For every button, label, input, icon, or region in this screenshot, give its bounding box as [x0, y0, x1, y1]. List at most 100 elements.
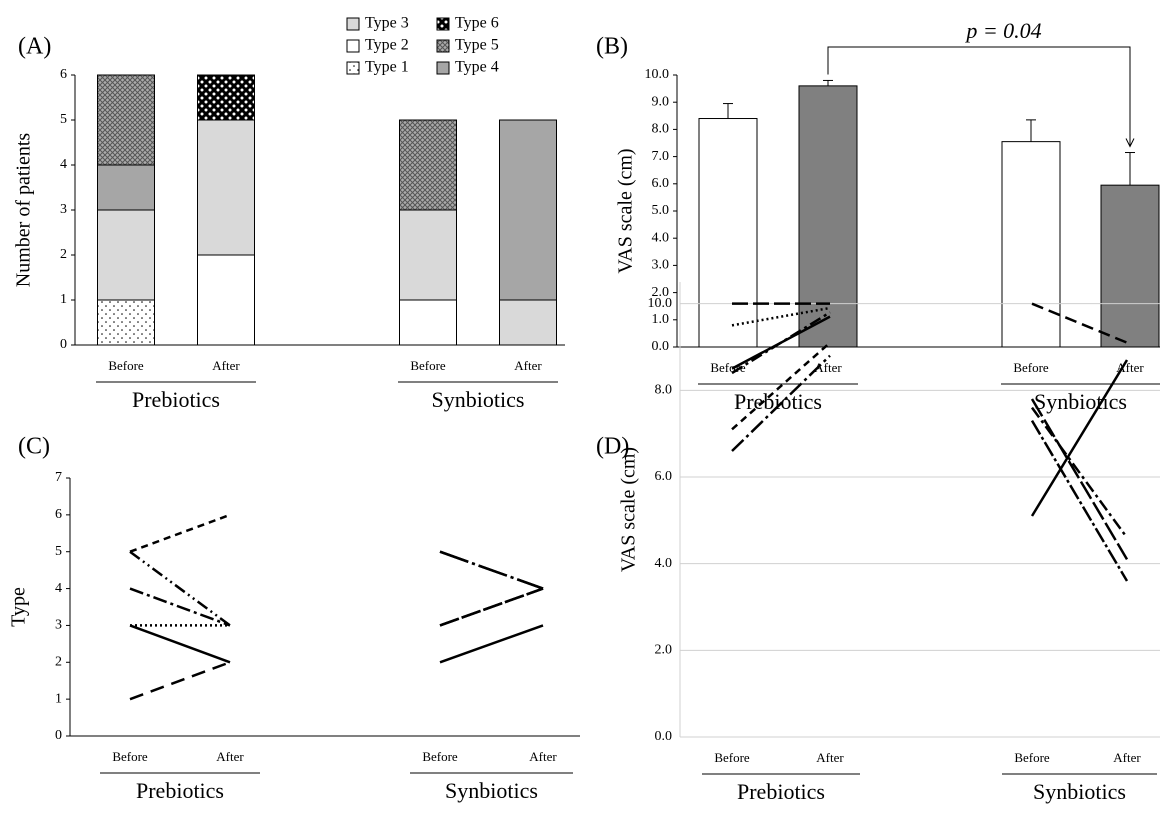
y-tick-label: 4	[55, 581, 62, 596]
bar-segment	[399, 119, 457, 211]
bracket-arrow	[1125, 138, 1135, 148]
patient-line	[731, 341, 831, 431]
y-tick-label: 1	[55, 691, 62, 706]
legend-label: Type 2	[365, 37, 409, 54]
y-tick-label: 8.0	[655, 383, 673, 398]
patient-line	[129, 513, 231, 553]
y-tick-label: 4.0	[652, 230, 670, 245]
y-tick-label: 6	[60, 67, 67, 82]
patient-line	[439, 587, 544, 627]
x-tick-label: After	[514, 358, 542, 373]
patient-line	[1030, 406, 1129, 539]
legend-swatch	[346, 61, 360, 75]
y-tick-label: 7	[55, 470, 62, 485]
x-tick-label: Before	[422, 749, 458, 764]
legend-label: Type 6	[455, 15, 499, 32]
y-tick-label: 0	[60, 337, 67, 352]
y-tick-label: 6.0	[652, 176, 670, 191]
bar	[698, 118, 758, 348]
legend-swatch	[436, 17, 450, 31]
x-tick-label: Before	[1013, 360, 1049, 375]
x-tick-label: Before	[1014, 750, 1050, 765]
group-label: Synbiotics	[445, 778, 538, 803]
y-tick-label: 5.0	[652, 203, 670, 218]
y-tick-label: 10.0	[648, 296, 673, 311]
legend-label: Type 1	[365, 59, 409, 76]
y-tick-label: 4.0	[655, 556, 673, 571]
y-tick-label: 0.0	[652, 339, 670, 354]
y-tick-label: 1.0	[652, 312, 670, 327]
bar-segment	[399, 299, 457, 346]
x-tick-label: Before	[108, 358, 144, 373]
y-tick-label: 5	[55, 544, 62, 559]
legend-swatch	[436, 61, 450, 75]
y-axis-label: VAS scale (cm)	[618, 447, 640, 572]
y-tick-label: 3	[60, 202, 67, 217]
y-tick-label: 3.0	[652, 258, 670, 273]
patient-line	[129, 661, 231, 701]
group-label: Prebiotics	[737, 779, 825, 804]
y-tick-label: 9.0	[652, 94, 670, 109]
group-label: Synbiotics	[1034, 389, 1127, 414]
bar-segment	[399, 209, 457, 301]
bar	[798, 85, 858, 348]
bar-segment	[97, 164, 155, 211]
y-tick-label: 8.0	[652, 122, 670, 137]
patient-line	[731, 311, 831, 375]
bar-segment	[197, 119, 255, 256]
y-tick-label: 2.0	[655, 643, 673, 658]
patient-line	[439, 550, 544, 590]
y-tick-label: 6.0	[655, 469, 673, 484]
bar	[1100, 184, 1160, 348]
panel-label: (B)	[596, 34, 628, 60]
patient-line	[1030, 420, 1129, 582]
y-tick-label: 7.0	[652, 149, 670, 164]
patient-line	[731, 306, 831, 327]
y-tick-label: 1	[60, 292, 67, 307]
panel-label: (C)	[18, 434, 50, 460]
bar-segment	[97, 209, 155, 301]
y-axis-label: Type	[8, 587, 30, 627]
bar	[1001, 141, 1061, 348]
x-tick-label: After	[1113, 750, 1141, 765]
y-tick-label: 2	[55, 655, 62, 670]
y-tick-label: 2.0	[652, 285, 670, 300]
bar-segment	[97, 299, 155, 346]
y-tick-label: 2	[60, 247, 67, 262]
x-tick-label: Before	[410, 358, 446, 373]
y-tick-label: 10.0	[645, 67, 670, 82]
x-tick-label: Before	[112, 749, 148, 764]
y-tick-label: 3	[55, 618, 62, 633]
patient-line	[731, 354, 831, 452]
legend-swatch	[436, 39, 450, 53]
legend-swatch	[346, 17, 360, 31]
bar-segment	[499, 299, 557, 346]
patient-line	[439, 624, 544, 664]
y-axis-label: VAS scale (cm)	[615, 148, 637, 273]
bar-segment	[499, 119, 557, 301]
y-tick-label: 0.0	[655, 729, 673, 744]
group-label: Synbiotics	[432, 387, 525, 412]
patient-line	[1030, 359, 1129, 517]
x-tick-label: After	[529, 749, 557, 764]
bar-segment	[197, 74, 255, 121]
group-label: Prebiotics	[734, 389, 822, 414]
patient-line	[129, 624, 231, 664]
legend-label: Type 4	[455, 59, 499, 76]
y-tick-label: 0	[55, 728, 62, 743]
legend-label: Type 5	[455, 37, 499, 54]
x-tick-label: After	[212, 358, 240, 373]
patient-line	[129, 550, 231, 627]
panel-label: (A)	[18, 34, 51, 60]
significance-bracket	[827, 46, 1131, 147]
x-tick-label: Before	[714, 750, 750, 765]
group-label: Prebiotics	[132, 387, 220, 412]
bar-segment	[197, 254, 255, 346]
y-tick-label: 4	[60, 157, 67, 172]
y-tick-label: 5	[60, 112, 67, 127]
bar-segment	[97, 74, 155, 166]
x-tick-label: After	[216, 749, 244, 764]
group-label: Synbiotics	[1033, 779, 1126, 804]
annotation: p = 0.04	[964, 18, 1041, 43]
